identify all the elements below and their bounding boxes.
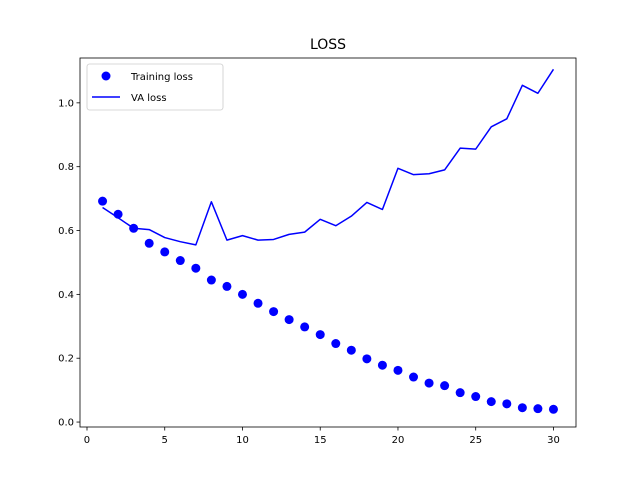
y-tick-label: 0.4 — [58, 290, 74, 301]
data-point-training-loss — [502, 399, 511, 408]
data-point-training-loss — [533, 404, 542, 413]
data-point-training-loss — [285, 315, 294, 324]
x-tick-label: 0 — [84, 435, 90, 446]
data-point-training-loss — [440, 381, 449, 390]
x-tick-label: 10 — [236, 435, 249, 446]
y-tick-label: 0.2 — [58, 354, 74, 365]
y-tick-label: 1.0 — [58, 98, 74, 109]
data-point-training-loss — [176, 256, 185, 265]
data-point-training-loss — [145, 239, 154, 248]
data-point-training-loss — [347, 346, 356, 355]
data-point-training-loss — [98, 197, 107, 206]
x-tick-label: 5 — [162, 435, 168, 446]
data-point-training-loss — [362, 354, 371, 363]
data-point-training-loss — [207, 276, 216, 285]
legend-swatch-training-loss — [102, 72, 111, 81]
data-point-training-loss — [160, 247, 169, 256]
data-point-training-loss — [471, 392, 480, 401]
data-point-training-loss — [191, 264, 200, 273]
x-tick-label: 15 — [314, 435, 327, 446]
y-tick-label: 0.0 — [58, 418, 74, 429]
y-tick-label: 0.8 — [58, 162, 74, 173]
data-point-training-loss — [425, 379, 434, 388]
data-point-training-loss — [316, 330, 325, 339]
data-point-training-loss — [222, 282, 231, 291]
data-point-training-loss — [456, 388, 465, 397]
legend: Training loss VA loss — [87, 64, 223, 110]
data-point-training-loss — [238, 290, 247, 299]
data-point-training-loss — [487, 397, 496, 406]
x-tick-label: 25 — [469, 435, 482, 446]
legend-label: VA loss — [131, 93, 167, 104]
legend-label: Training loss — [130, 72, 193, 83]
data-point-training-loss — [378, 361, 387, 370]
chart-title: LOSS — [310, 37, 346, 53]
data-point-training-loss — [269, 307, 278, 316]
y-tick-label: 0.6 — [58, 226, 74, 237]
data-point-training-loss — [254, 299, 263, 308]
data-point-training-loss — [331, 339, 340, 348]
x-tick-label: 20 — [392, 435, 405, 446]
data-point-training-loss — [518, 403, 527, 412]
data-point-training-loss — [549, 405, 558, 414]
data-point-training-loss — [300, 322, 309, 331]
data-point-training-loss — [393, 366, 402, 375]
x-tick-label: 30 — [547, 435, 560, 446]
data-point-training-loss — [409, 373, 418, 382]
